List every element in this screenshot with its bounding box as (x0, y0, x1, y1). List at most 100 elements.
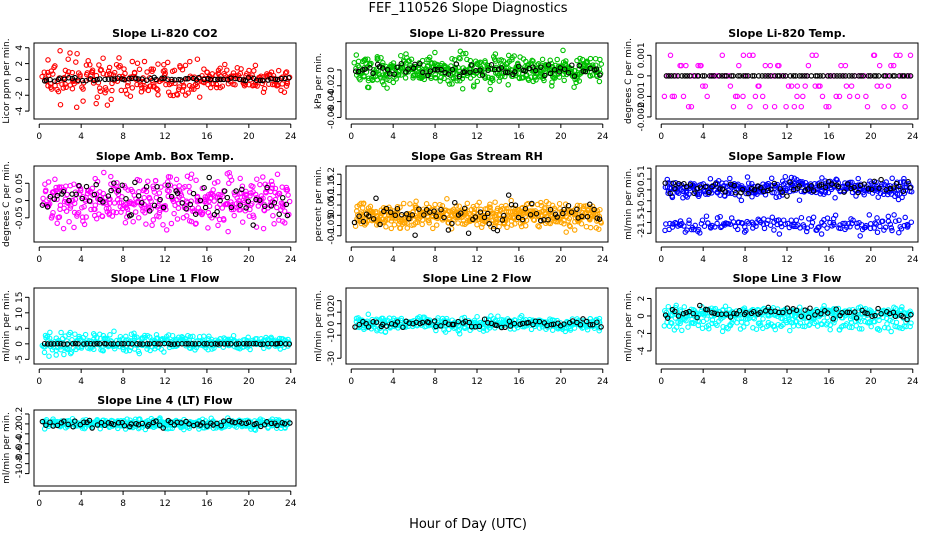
data-point (41, 69, 48, 75)
data-point (161, 349, 167, 355)
data-point (449, 55, 455, 62)
data-point (65, 200, 71, 206)
data-point (669, 194, 676, 201)
data-point (841, 189, 847, 195)
data-point (154, 184, 160, 190)
x-tick-label: 0 (348, 132, 354, 142)
data-point (461, 205, 468, 212)
data-point (202, 204, 209, 211)
data-point (171, 67, 178, 74)
data-point (50, 71, 56, 77)
data-point (459, 86, 466, 92)
data-point (66, 75, 72, 81)
data-point (286, 198, 293, 205)
data-point (116, 199, 123, 206)
data-point (228, 177, 235, 183)
data-point (835, 183, 842, 190)
y-tick-label: -30 (327, 351, 337, 366)
data-point (167, 174, 174, 180)
data-point (86, 198, 93, 204)
data-point (577, 55, 583, 62)
data-point (194, 83, 201, 90)
data-point (67, 329, 73, 336)
x-tick-label: 8 (432, 255, 438, 265)
data-point (832, 195, 838, 201)
data-point (185, 75, 191, 82)
data-point (201, 76, 207, 83)
data-point (727, 175, 733, 182)
data-point (215, 70, 221, 77)
data-point (727, 83, 734, 89)
data-point (384, 85, 390, 91)
data-point (695, 62, 701, 69)
y-tick-label: 5 (15, 325, 25, 331)
data-point (874, 229, 881, 236)
data-point (108, 181, 114, 187)
data-point (41, 349, 48, 356)
data-point (162, 67, 168, 74)
x-axis: 0 4 8 12 16 20 24 (36, 246, 297, 265)
x-tick-label: 4 (390, 255, 396, 265)
data-point (132, 209, 139, 215)
data-point (83, 183, 90, 190)
data-point (671, 93, 678, 100)
data-point (685, 324, 691, 330)
data-point (129, 188, 136, 195)
data-point (190, 75, 197, 82)
data-point (587, 201, 593, 208)
data-point (717, 186, 723, 192)
data-point (211, 180, 218, 186)
data-point (353, 52, 360, 58)
data-point (281, 208, 288, 214)
data-point (194, 56, 201, 62)
data-point (197, 197, 204, 204)
data-point (567, 223, 573, 230)
data-point (403, 51, 409, 57)
data-point (65, 56, 71, 62)
data-point (145, 178, 151, 185)
data-point (699, 73, 706, 79)
data-point (180, 84, 187, 90)
x-tick-label: 16 (823, 377, 835, 387)
data-point (492, 58, 499, 64)
data-point (681, 304, 688, 310)
data-point (93, 100, 99, 107)
data-point (196, 74, 202, 81)
data-point (796, 73, 803, 79)
data-point (174, 190, 181, 196)
data-point (818, 231, 825, 237)
data-point (541, 77, 547, 84)
data-point (742, 224, 748, 230)
data-point (387, 209, 394, 216)
panel-title: Slope Li-820 Pressure (409, 27, 544, 40)
data-point (130, 218, 136, 225)
data-point (683, 62, 689, 69)
x-tick-label: 24 (597, 255, 609, 265)
data-point (116, 64, 122, 70)
data-point (188, 198, 194, 204)
data-point (57, 48, 63, 54)
data-point (824, 215, 831, 221)
data-point (121, 66, 127, 72)
panel-frame (345, 42, 609, 120)
y-tick-label: 0.05 (15, 173, 25, 193)
data-point (54, 220, 60, 227)
data-point (69, 85, 76, 92)
data-point (697, 184, 704, 190)
data-point (424, 63, 431, 69)
data-point (80, 98, 86, 104)
data-point (823, 103, 829, 110)
data-point (533, 210, 540, 217)
data-point (759, 93, 766, 100)
data-point (39, 202, 46, 208)
x-tick-label: 20 (243, 132, 255, 142)
data-point (83, 214, 89, 220)
data-point (136, 66, 143, 73)
data-point (108, 173, 114, 180)
data-point (679, 73, 685, 79)
data-point (166, 188, 172, 194)
data-point (704, 93, 710, 100)
